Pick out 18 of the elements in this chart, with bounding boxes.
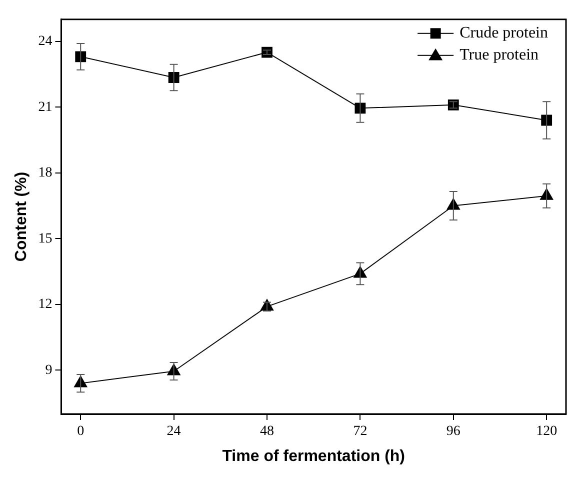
y-tick-label: 24 (38, 34, 52, 49)
x-axis-title: Time of fermentation (h) (222, 448, 406, 465)
x-tick-label: 72 (353, 424, 368, 440)
y-tick-label: 15 (38, 231, 52, 246)
y-axis-title: Content (%) (13, 172, 30, 262)
x-tick-label: 96 (446, 424, 460, 440)
x-tick-label: 120 (536, 424, 558, 440)
y-tick-label: 21 (38, 100, 52, 115)
y-tick-label: 18 (38, 166, 52, 181)
x-tick-label: 24 (166, 424, 181, 440)
point (75, 51, 86, 62)
y-tick-label: 9 (45, 362, 52, 378)
legend-label: Crude protein (460, 24, 548, 42)
x-tick-label: 48 (260, 424, 274, 440)
legend-label: True protein (460, 46, 539, 64)
point (168, 72, 180, 83)
y-tick-label: 12 (38, 297, 52, 312)
x-tick-label: 0 (77, 424, 84, 440)
